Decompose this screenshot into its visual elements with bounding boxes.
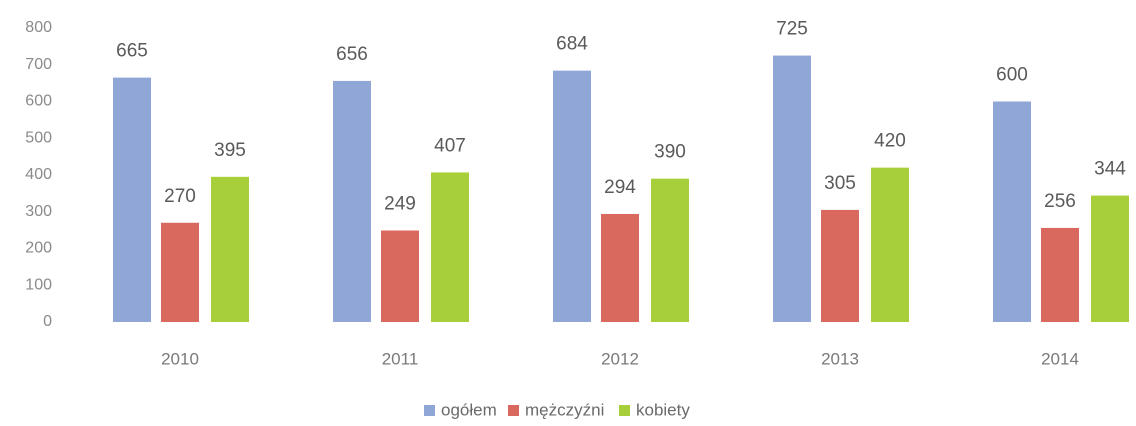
value-label: 684 bbox=[556, 34, 588, 55]
x-tick-label: 2013 bbox=[821, 349, 859, 368]
x-tick-label: 2010 bbox=[161, 349, 199, 368]
bar bbox=[431, 172, 469, 322]
bar bbox=[333, 80, 371, 322]
value-label: 420 bbox=[874, 131, 906, 152]
bar bbox=[601, 213, 639, 322]
legend-label: ogółem bbox=[441, 400, 497, 419]
legend-swatch bbox=[619, 405, 630, 416]
bar bbox=[821, 209, 859, 322]
bar bbox=[993, 101, 1031, 322]
bar bbox=[553, 70, 591, 322]
legend-swatch bbox=[424, 405, 435, 416]
y-tick-label: 800 bbox=[25, 19, 52, 36]
y-tick-label: 700 bbox=[25, 56, 52, 73]
value-label: 294 bbox=[604, 177, 636, 198]
bar bbox=[211, 176, 249, 322]
bar bbox=[381, 230, 419, 322]
value-label: 270 bbox=[164, 186, 196, 207]
value-label: 344 bbox=[1094, 159, 1126, 180]
value-label: 395 bbox=[214, 140, 246, 161]
y-tick-label: 400 bbox=[25, 166, 52, 183]
bar bbox=[1041, 227, 1079, 322]
value-label: 665 bbox=[116, 41, 148, 62]
bar bbox=[871, 167, 909, 322]
y-tick-label: 100 bbox=[25, 276, 52, 293]
legend-label: kobiety bbox=[636, 400, 690, 419]
bar bbox=[651, 178, 689, 322]
value-label: 249 bbox=[384, 194, 416, 215]
y-tick-label: 0 bbox=[43, 313, 52, 330]
value-label: 725 bbox=[776, 19, 808, 40]
x-tick-label: 2011 bbox=[382, 349, 419, 368]
y-tick-label: 500 bbox=[25, 129, 52, 146]
value-label: 407 bbox=[434, 135, 466, 156]
value-label: 256 bbox=[1044, 191, 1076, 212]
value-label: 656 bbox=[336, 44, 368, 65]
value-label: 305 bbox=[824, 173, 856, 194]
bar bbox=[113, 77, 151, 322]
value-label: 600 bbox=[996, 65, 1028, 86]
bar bbox=[161, 222, 199, 322]
x-tick-label: 2012 bbox=[601, 349, 639, 368]
legend-label: mężczyźni bbox=[525, 400, 604, 419]
y-tick-label: 300 bbox=[25, 203, 52, 220]
y-tick-label: 600 bbox=[25, 93, 52, 110]
x-tick-label: 2014 bbox=[1041, 349, 1079, 368]
bar bbox=[1091, 195, 1129, 322]
bar bbox=[773, 55, 811, 322]
value-label: 390 bbox=[654, 142, 686, 163]
legend-swatch bbox=[508, 405, 519, 416]
y-tick-label: 200 bbox=[25, 240, 52, 257]
